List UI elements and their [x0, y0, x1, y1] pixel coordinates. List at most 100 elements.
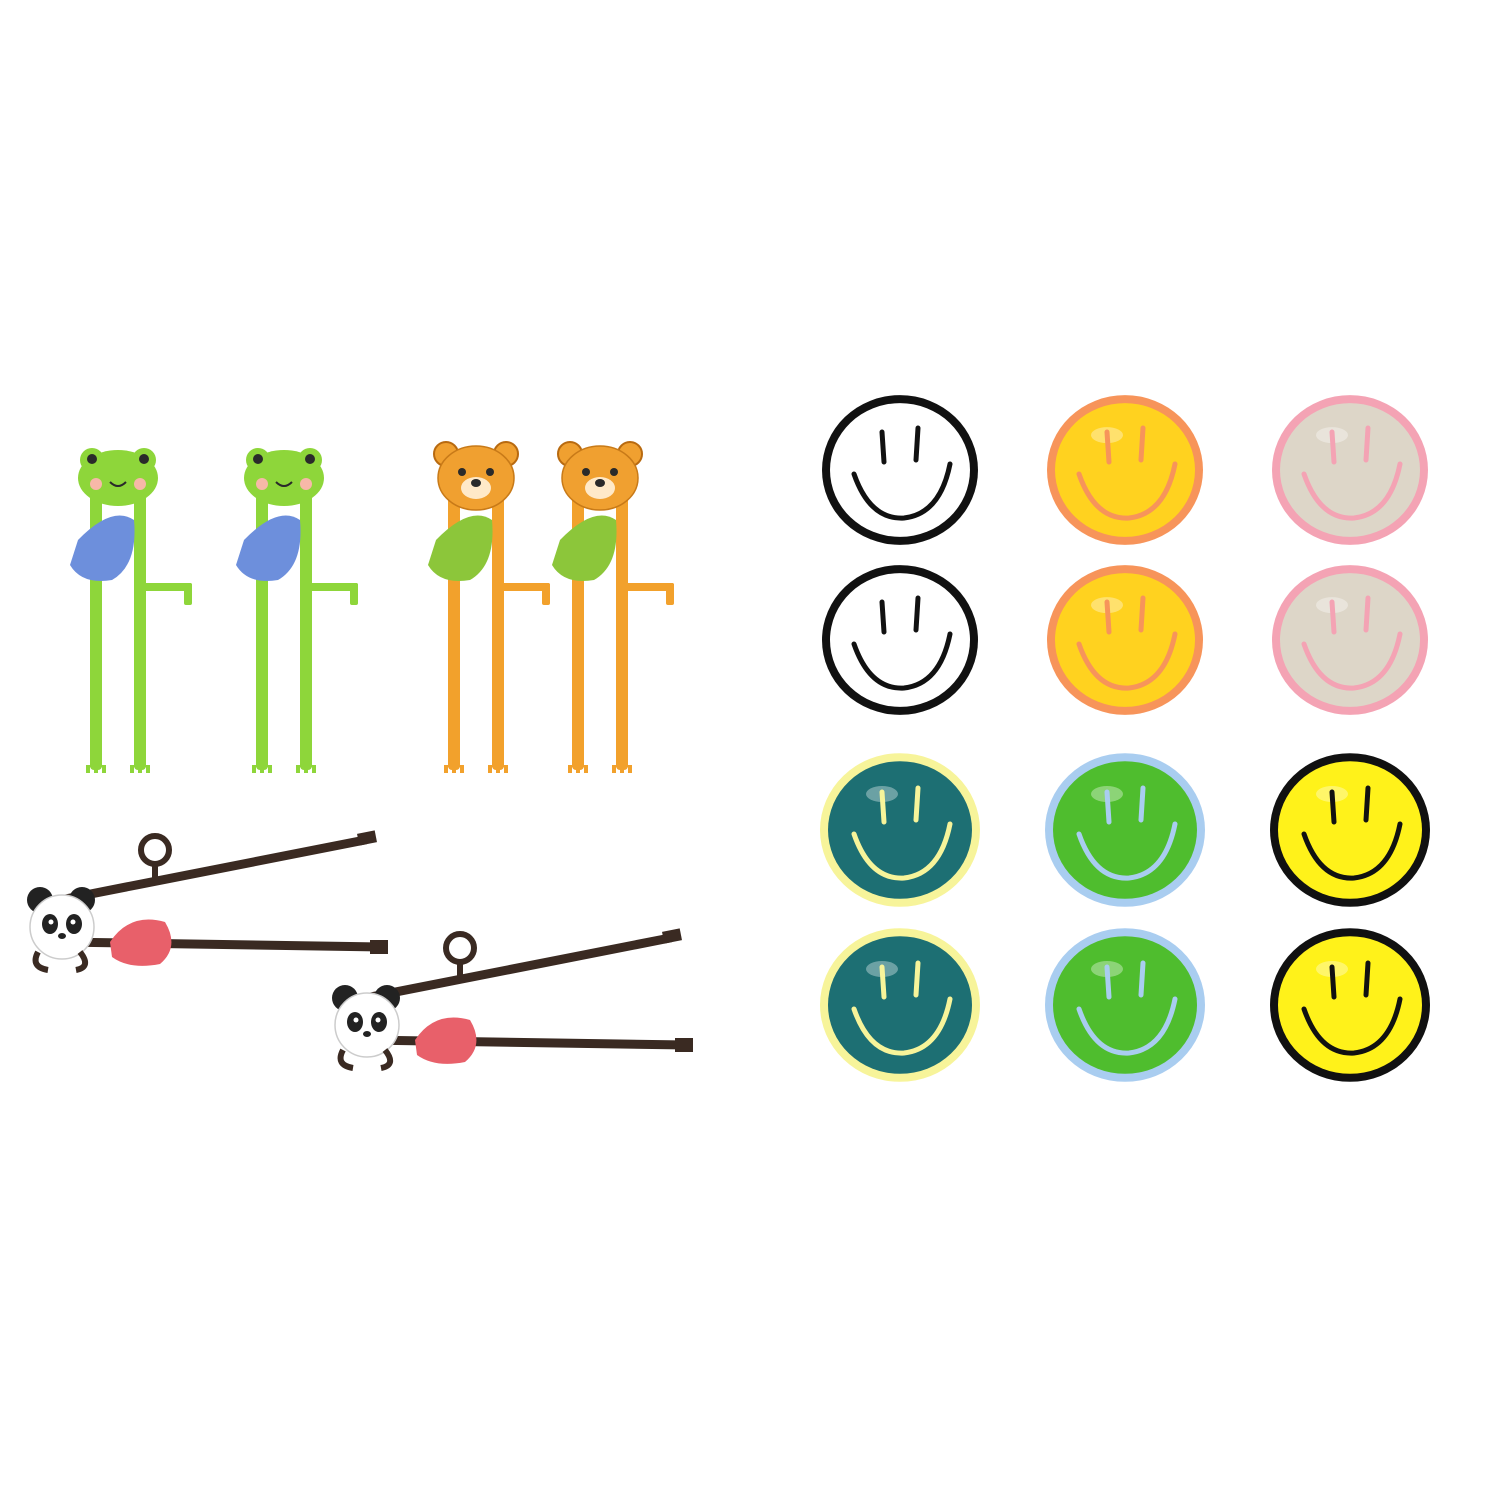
smiley-rest-12: [1270, 928, 1430, 1082]
smiley-mouth: [851, 821, 953, 881]
smiley-mouth: [851, 996, 953, 1056]
smiley-eye-left: [1104, 429, 1112, 465]
chopstick-left: [448, 470, 460, 770]
bear-nose: [595, 479, 605, 487]
chopstick-tip-upper: [662, 928, 682, 944]
chopstick-right: [616, 470, 628, 770]
bear-eye-left: [458, 468, 466, 476]
chopstick-tip-left: [86, 765, 106, 773]
smiley-rest-11: [1045, 928, 1205, 1082]
frog-head-icon: [78, 450, 158, 506]
finger-clip: [110, 919, 172, 966]
smiley-eye-right: [1363, 785, 1371, 823]
smiley-mouth: [1301, 461, 1403, 521]
chopstick-tip-left: [444, 765, 464, 773]
smiley-eye-right: [1138, 785, 1146, 823]
frog-eye-left: [253, 454, 263, 464]
chopstick-left: [256, 470, 268, 770]
smiley-eye-left: [879, 429, 887, 465]
finger-ring: [443, 931, 477, 965]
bear-eye-left: [582, 468, 590, 476]
bear-muzzle: [585, 477, 615, 499]
smiley-face-icon: [828, 936, 972, 1074]
panda-eye-right: [375, 1017, 381, 1023]
panda-eye-left: [353, 1017, 359, 1023]
panda-feet: [32, 950, 89, 973]
finger-ring-side: [542, 583, 550, 605]
panda-eye-left: [48, 919, 54, 925]
chopstick-tip-right: [296, 765, 316, 773]
chopstick-upper: [350, 933, 675, 1005]
smiley-eye-left: [879, 789, 887, 825]
frog-eye-left: [87, 454, 97, 464]
smiley-eye-left: [1104, 599, 1112, 635]
chopstick-upper: [45, 835, 370, 907]
finger-ring-side: [666, 583, 674, 605]
smiley-mouth: [1076, 821, 1178, 881]
finger-ring: [140, 583, 192, 591]
smiley-face-icon: [1278, 936, 1422, 1074]
smiley-mouth: [1076, 631, 1178, 691]
smiley-eye-left: [1329, 599, 1337, 635]
panda-feet: [337, 1048, 394, 1071]
smiley-rest-5: [1047, 565, 1203, 715]
smiley-eye-left: [879, 599, 887, 635]
bear-chopstick-pair: [428, 441, 550, 773]
bear-eye-right: [610, 468, 618, 476]
smiley-eye-left: [879, 964, 887, 1000]
chopstick-right: [492, 470, 504, 770]
smiley-rest-2: [1047, 395, 1203, 545]
chopstick-tip-lower: [370, 940, 388, 954]
frog-chopstick-pair: [236, 448, 358, 773]
finger-ring: [306, 583, 358, 591]
frog-cheek-left: [90, 478, 102, 490]
smiley-face-icon: [1053, 936, 1197, 1074]
smiley-face-icon: [1278, 761, 1422, 899]
smiley-mouth: [851, 631, 953, 691]
smiley-rest-6: [1272, 565, 1428, 715]
smiley-rest-1: [822, 395, 978, 545]
smiley-eye-right: [1138, 960, 1146, 998]
chopstick-lower: [55, 937, 387, 952]
chopstick-tip-lower: [675, 1038, 693, 1052]
smiley-chopstick-rests-group: [820, 395, 1430, 1082]
smiley-eye-left: [1104, 964, 1112, 1000]
chopstick-right: [134, 470, 146, 770]
smiley-rest-10: [820, 928, 980, 1082]
chopstick-tip-right: [130, 765, 150, 773]
frog-eye-right: [305, 454, 315, 464]
frog-cheek-left: [256, 478, 268, 490]
frog-eye-right: [139, 454, 149, 464]
frog-mouth: [275, 481, 293, 487]
frog-mouth: [109, 481, 127, 487]
smiley-eye-right: [1363, 960, 1371, 998]
panda-nose: [363, 1031, 371, 1037]
smiley-rest-3: [1272, 395, 1428, 545]
smiley-eye-left: [1329, 789, 1337, 825]
smiley-eye-left: [1104, 789, 1112, 825]
panda-head-icon: [29, 894, 95, 960]
training-chopsticks-group: [27, 441, 693, 1071]
finger-ring: [138, 833, 172, 867]
smiley-rest-9: [1270, 753, 1430, 907]
smiley-rest-8: [1045, 753, 1205, 907]
chopstick-right: [300, 470, 312, 770]
panda-chopstick-pair: [27, 830, 388, 973]
finger-clip: [70, 515, 135, 581]
smiley-mouth: [851, 461, 953, 521]
smiley-eye-right: [913, 960, 921, 998]
smiley-rest-7: [820, 753, 980, 907]
finger-ring: [622, 583, 674, 591]
smiley-eye-left: [1329, 964, 1337, 1000]
smiley-face-icon: [828, 761, 972, 899]
smiley-eye-right: [913, 595, 921, 633]
smiley-face-icon: [1053, 761, 1197, 899]
frog-head-icon: [244, 450, 324, 506]
smiley-mouth: [1301, 996, 1403, 1056]
finger-clip: [552, 515, 617, 581]
smiley-eye-right: [1138, 595, 1146, 633]
chopstick-left: [572, 470, 584, 770]
chopstick-tip-left: [568, 765, 588, 773]
